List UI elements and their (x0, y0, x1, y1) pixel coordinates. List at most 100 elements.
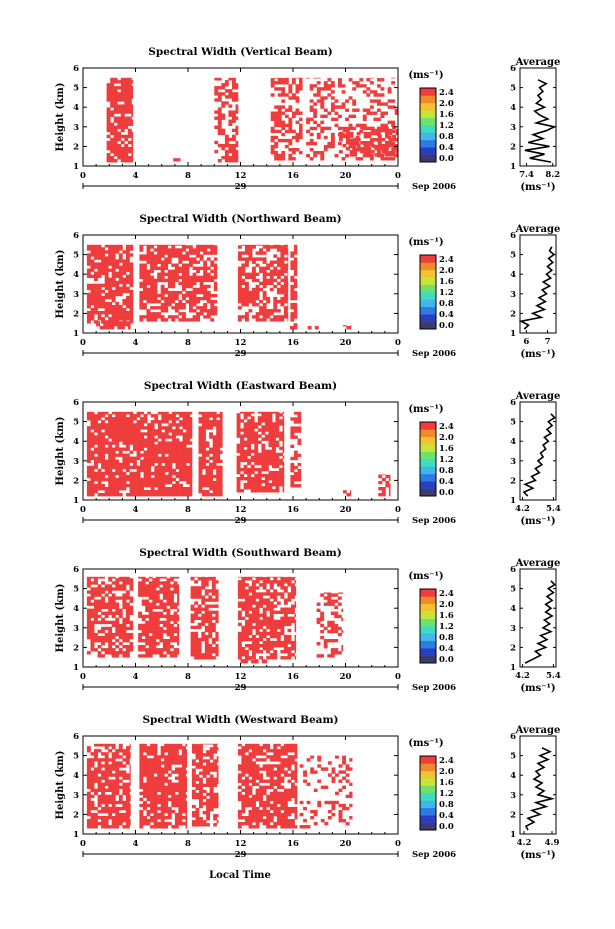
heatmap-cell (257, 477, 262, 481)
heatmap-cell (111, 632, 116, 637)
heatmap-cell (248, 576, 253, 578)
heatmap-cell (327, 78, 332, 82)
x-tick-label: 4 (133, 171, 139, 181)
heatmap-cell (129, 417, 134, 421)
heatmap-cell (241, 607, 246, 611)
heatmap-cell (170, 593, 174, 597)
heatmap-cell (174, 746, 179, 750)
heatmap-cell (254, 440, 259, 444)
heatmap-cell (164, 462, 169, 467)
heatmap-cell (349, 131, 354, 136)
heatmap-cell (201, 616, 206, 620)
heatmap-cell (97, 289, 102, 294)
heatmap-cell (177, 648, 180, 652)
heatmap-cell (189, 290, 193, 295)
heatmap-cell (167, 822, 172, 826)
heatmap-cell (115, 447, 120, 451)
x-tick-label: 20 (340, 505, 352, 515)
heatmap-cell (276, 576, 281, 578)
heatmap-cell (157, 782, 162, 786)
heatmap-cell (160, 791, 165, 796)
heatmap-cell (214, 89, 219, 93)
heatmap-cell (108, 483, 113, 488)
heatmap-cell (235, 116, 239, 120)
heatmap-cell (108, 447, 113, 451)
heatmap-cell (243, 486, 248, 490)
average-y-tick-label: 4 (510, 270, 516, 280)
heatmap-cell (178, 248, 183, 252)
heatmap-cell (115, 800, 120, 805)
y-tick-label: 4 (73, 604, 79, 614)
heatmap-cell (297, 411, 302, 415)
heatmap-cell (287, 576, 292, 578)
heatmap-cell (186, 471, 191, 476)
heatmap-cell (349, 126, 354, 130)
heatmap-cell (86, 493, 91, 497)
heatmap-cell (248, 254, 253, 258)
heatmap-cell (273, 306, 278, 310)
heatmap-cell (273, 598, 278, 602)
heatmap-cell (122, 259, 127, 263)
heatmap-cell (290, 426, 295, 430)
heatmap-cell (203, 296, 208, 301)
heatmap-cell (86, 623, 91, 628)
heatmap-cell (248, 616, 253, 620)
heatmap-cell (154, 474, 159, 479)
heatmap-cell (110, 156, 115, 160)
heatmap-cell (148, 654, 153, 658)
heatmap-cell (157, 785, 162, 789)
heatmap-cell (221, 131, 226, 136)
heatmap-cell (115, 620, 120, 625)
heatmap-cell (206, 315, 211, 319)
heatmap-cell (129, 487, 134, 491)
heatmap-cell (208, 619, 213, 624)
heatmap-cell (228, 89, 233, 93)
heatmap-cell (269, 576, 274, 578)
heatmap-cell (173, 158, 178, 162)
heatmap-cell (262, 580, 267, 584)
heatmap-cell (283, 607, 288, 611)
heatmap-cell (189, 435, 193, 439)
heatmap-cell (129, 812, 131, 817)
heatmap-cell (125, 605, 130, 609)
heatmap-cell (283, 275, 288, 280)
heatmap-cell (141, 639, 146, 643)
heatmap-cell (338, 138, 343, 142)
heatmap-cell (264, 477, 269, 481)
heatmap-cell (101, 629, 105, 634)
heatmap-cell (252, 595, 256, 599)
heatmap-cell (171, 797, 176, 802)
heatmap-cell (287, 287, 289, 292)
heatmap-cell (101, 295, 105, 300)
heatmap-cell (108, 629, 113, 634)
heatmap-cell (136, 414, 141, 418)
average-x-tick-label: 7 (545, 337, 551, 347)
heatmap-cell (129, 578, 134, 582)
heatmap-cell (202, 414, 206, 418)
heatmap-cell (111, 809, 116, 814)
colorbar-tick-label: 1.2 (439, 121, 454, 131)
heatmap-cell (124, 107, 129, 111)
heatmap-cell (182, 426, 187, 430)
heatmap-cell (178, 794, 183, 799)
heatmap-cell (101, 441, 105, 445)
heatmap-cell (86, 274, 91, 278)
heatmap-cell (145, 578, 150, 582)
heatmap-cell (377, 84, 381, 88)
heatmap-cell (196, 315, 200, 319)
heatmap-cell (86, 602, 91, 606)
heatmap-cell (288, 108, 293, 112)
heatmap-cell (237, 275, 242, 280)
heatmap-cell (252, 244, 256, 246)
heatmap-cell (122, 620, 127, 625)
heatmap-cell (131, 149, 134, 154)
heatmap-cell (199, 275, 204, 280)
heatmap-cell (153, 812, 158, 817)
heatmap-cell (284, 123, 289, 128)
heatmap-cell (279, 473, 283, 478)
heatmap-cell (94, 632, 98, 637)
heatmap-cell (212, 411, 217, 415)
heatmap-cell (245, 601, 249, 605)
heatmap-cell (160, 779, 165, 783)
heatmap-cell (108, 635, 113, 640)
